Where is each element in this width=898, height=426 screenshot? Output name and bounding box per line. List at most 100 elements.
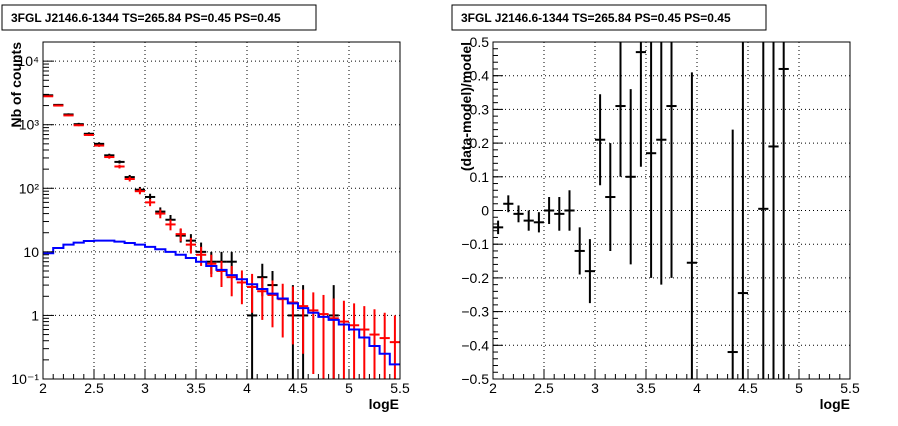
data-point [554, 197, 565, 231]
data-point [267, 280, 278, 328]
data-point [574, 227, 585, 275]
data-point [247, 273, 258, 313]
x-tick-label: 5.5 [840, 380, 860, 396]
counts-y-label: Nb of counts [8, 42, 24, 128]
residual-title: 3FGL J2146.6-1344 TS=265.84 PS=0.45 PS=0… [461, 11, 731, 25]
residual-tick-labels: 2 2.5 3 3.5 4 4.5 5 5.5 −0.5 −0.4 −0.3 −0.2 −0.1 0 0.1… [461, 34, 860, 396]
x-tick-label: 3.5 [186, 380, 206, 396]
data-point [196, 246, 207, 266]
data-point [63, 114, 74, 117]
data-point [493, 220, 504, 235]
y-tick-label: 10⁻¹ [11, 371, 39, 387]
data-point [328, 298, 339, 379]
y-tick-label: 1 [31, 307, 39, 323]
data-point [257, 277, 268, 320]
data-point [145, 199, 156, 207]
data-point [124, 176, 135, 182]
data-point [216, 260, 227, 288]
data-point [226, 265, 237, 297]
counts-frame [42, 41, 401, 380]
y-tick-label: −0.4 [461, 337, 489, 353]
data-point [625, 89, 636, 265]
data-point [737, 42, 748, 379]
x-tick-label: 2 [39, 380, 47, 396]
x-tick-label: 4 [243, 380, 251, 396]
data-point [564, 190, 575, 231]
data-point [298, 289, 309, 354]
data-point [308, 292, 319, 374]
y-tick-label: 10⁴ [17, 53, 39, 69]
data-point [778, 42, 789, 379]
y-tick-label: 0.4 [470, 68, 490, 84]
data-point [379, 312, 390, 379]
x-tick-label: 5 [345, 380, 353, 396]
data-point [727, 129, 738, 379]
x-tick-label: 2.5 [84, 380, 104, 396]
y-tick-label: −0.3 [461, 304, 489, 320]
data-point [615, 42, 626, 177]
data-point [73, 124, 84, 127]
counts-tick-labels: 2 2.5 3 3.5 4 4.5 5 5.5 10⁻¹ 1 10 10² 10³ 10⁴ [11, 53, 410, 396]
x-tick-label: 3.5 [636, 380, 656, 396]
residual-grid [493, 42, 850, 379]
data-point [318, 294, 329, 379]
x-tick-label: 4.5 [288, 380, 308, 396]
x-tick-label: 4 [693, 380, 701, 396]
y-tick-label: 0.1 [470, 169, 490, 185]
data-point [359, 306, 370, 379]
data-point [175, 228, 186, 242]
data-point [53, 104, 64, 107]
data-point [104, 155, 115, 159]
x-tick-label: 2.5 [534, 380, 554, 396]
counts-grid [43, 42, 400, 379]
data-point [513, 205, 524, 223]
data-point [389, 315, 400, 379]
x-tick-label: 4.5 [738, 380, 758, 396]
data-point [369, 309, 380, 379]
data-point [758, 42, 769, 379]
counts-panel: 2 2.5 3 3.5 4 4.5 5 5.5 10⁻¹ 1 10 10² 10³ 10⁴ 3FGL J2… [1, 4, 410, 412]
data-point [686, 72, 697, 379]
data-point [523, 210, 534, 231]
data-point [533, 212, 544, 233]
residual-marks [493, 42, 789, 379]
y-tick-label: −0.1 [461, 236, 489, 252]
data-point [43, 95, 54, 98]
x-tick-label: 5.5 [390, 380, 410, 396]
counts-ticks [42, 41, 401, 380]
data-point [584, 239, 595, 304]
residual-ticks [492, 41, 851, 380]
residual-title-box: 3FGL J2146.6-1344 TS=265.84 PS=0.45 PS=0… [451, 4, 767, 31]
x-tick-label: 3 [141, 380, 149, 396]
counts-title: 3FGL J2146.6-1344 TS=265.84 PS=0.45 PS=0… [11, 11, 281, 25]
x-tick-label: 5 [795, 380, 803, 396]
residual-panel: 2 2.5 3 3.5 4 4.5 5 5.5 −0.5 −0.4 −0.3 −0.2 −0.1 0 0.1… [451, 4, 860, 412]
data-point [94, 144, 105, 147]
data-point [605, 143, 616, 251]
y-tick-label: 0 [481, 203, 489, 219]
y-tick-label: −0.5 [461, 371, 489, 387]
data-point [134, 188, 145, 195]
x-tick-label: 3 [591, 380, 599, 396]
data-point [114, 164, 125, 169]
x-tick-label: 2 [489, 380, 497, 396]
data-point [595, 94, 606, 186]
y-tick-label: 10³ [19, 117, 40, 133]
data-point [666, 42, 677, 278]
data-point [656, 42, 667, 285]
data-point [338, 300, 349, 379]
data-point [503, 195, 514, 213]
counts-x-label: logE [369, 396, 399, 412]
data-point [165, 219, 176, 231]
data-point [236, 270, 247, 305]
counts-title-box: 3FGL J2146.6-1344 TS=265.84 PS=0.45 PS=0… [1, 4, 317, 31]
residual-x-label: logE [820, 396, 850, 412]
data-point [185, 237, 196, 254]
counts-marks [43, 94, 400, 379]
data-point [83, 133, 94, 137]
data-point [155, 209, 166, 219]
data-point [635, 42, 646, 167]
y-tick-label: 10 [23, 244, 39, 260]
